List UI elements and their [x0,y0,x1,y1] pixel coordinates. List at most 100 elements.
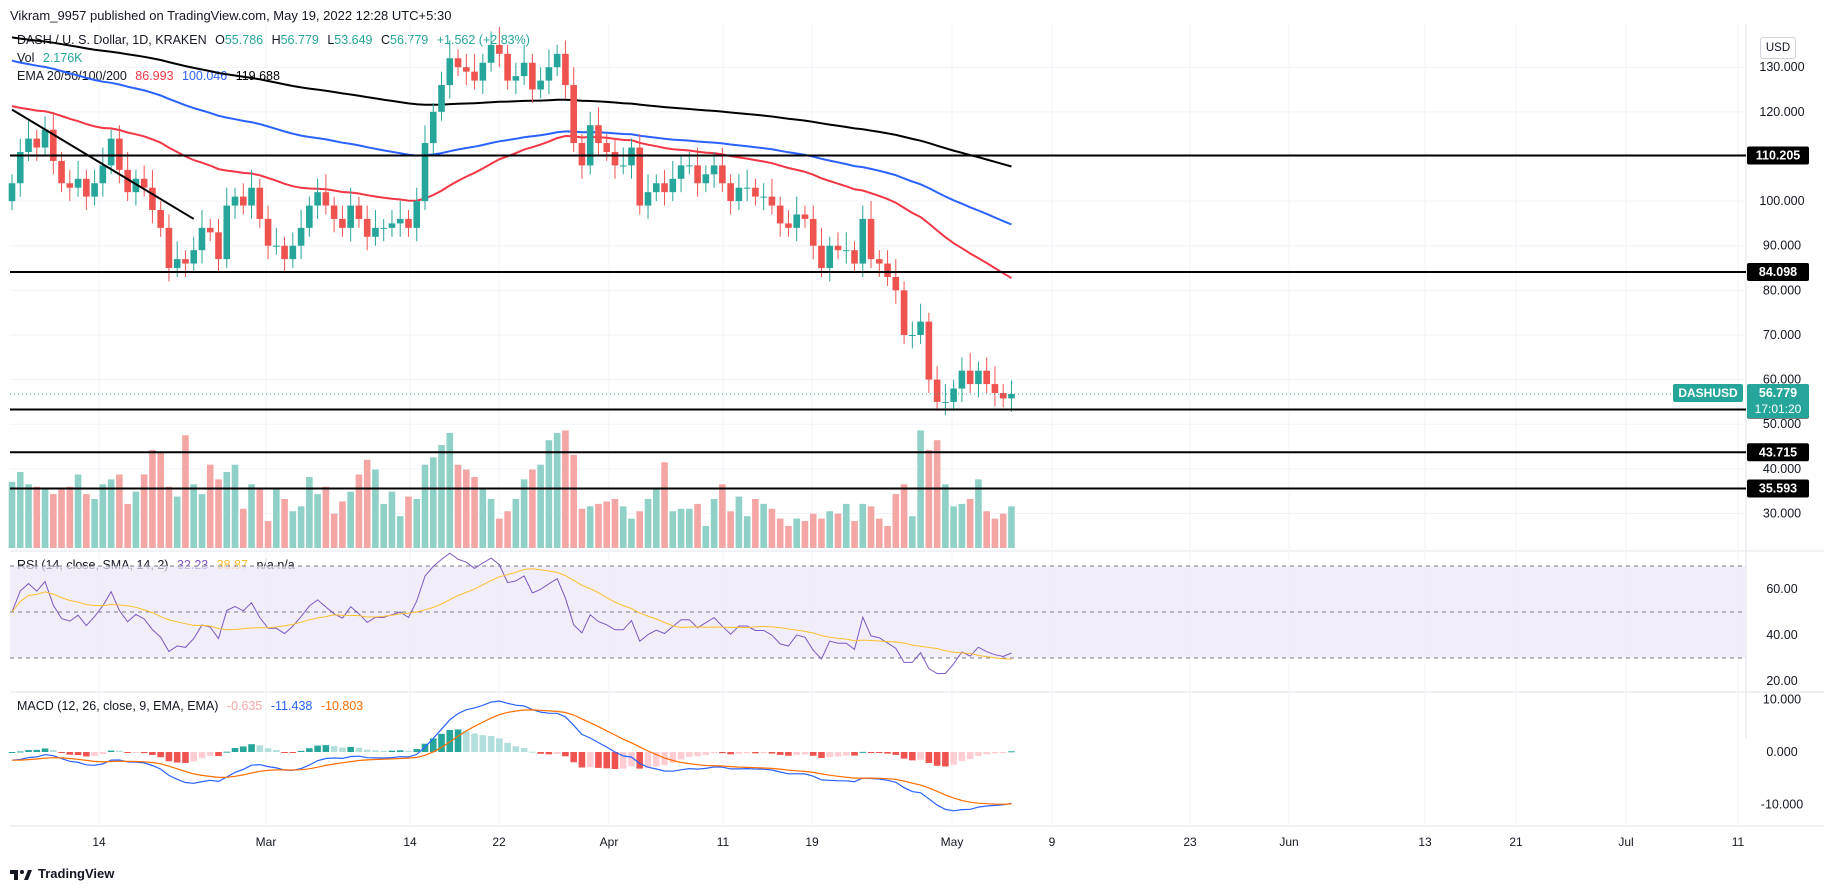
macd-histogram-bar [281,752,288,753]
candle-body [8,183,16,202]
candle-body [562,53,569,86]
ema-label[interactable]: EMA 20/50/100/200 [17,69,127,83]
candle-body [603,143,611,152]
macd-histogram-bar [58,752,65,753]
candle-body [842,250,850,252]
macd-histogram-bar [107,750,115,752]
macd-histogram-bar [421,743,429,752]
candle-body [405,218,412,228]
macd-histogram-bar [892,752,900,755]
macd-histogram-bar [463,730,470,752]
rsi-label[interactable]: RSI (14, close, SMA, 14, 2) [17,558,169,572]
volume-bar [966,499,974,548]
currency-button[interactable]: USD [1760,37,1796,59]
volume-bar [520,479,528,548]
volume-bar [297,506,305,548]
macd-histogram-bar [859,751,867,753]
rsi-tick-label: 60.00 [1766,582,1797,596]
candle-body [975,370,982,385]
macd-histogram-bar [306,748,313,752]
candle-body [273,245,280,247]
volume-label[interactable]: Vol [17,51,35,65]
candle-body [140,178,148,188]
macd-histogram-bar [545,752,553,755]
macd-histogram-bar [289,752,297,753]
macd-hist-value: -0.635 [226,699,263,713]
symbol-title[interactable]: DASH / U. S. Dollar, 1D, KRAKEN [17,33,207,47]
volume-bar [743,516,751,548]
volume-bar [454,464,462,548]
volume-bar [58,489,65,548]
candle-body [454,58,462,68]
volume-bar [735,496,743,548]
candle-body [619,165,627,167]
macd-histogram-bar [239,746,247,752]
volume-bar [182,435,189,548]
candle-body [909,334,916,336]
macd-histogram-bar [851,752,858,756]
volume-bar [363,459,371,548]
volume-bar [479,489,487,548]
macd-tick-label: 10.000 [1763,693,1801,707]
candle-body [900,290,908,335]
volume-bar [165,486,173,548]
macd-label[interactable]: MACD (12, 26, close, 9, EMA, EMA) [17,699,219,713]
macd-histogram-bar [248,744,255,752]
candle-body [107,138,115,166]
volume-value: 2.176K [42,51,83,65]
rsi-band [10,566,1746,658]
volume-bar [132,491,140,548]
macd-histogram-bar [74,752,82,756]
volume-bar [661,462,668,548]
macd-histogram-bar [140,752,148,754]
volume-bar [74,474,82,548]
candle-body [388,223,396,228]
macd-histogram-bar [611,752,619,769]
macd-histogram-bar [562,752,569,757]
ema50-value: 86.993 [135,69,174,83]
price-tick-label: 50.000 [1763,417,1801,431]
candle-body [652,183,660,193]
macd-histogram-bar [339,747,346,752]
volume-bar [578,508,586,548]
macd-histogram-bar [215,752,222,757]
candle-body [322,192,330,206]
horizontal-level-label: 43.715 [1759,445,1797,459]
macd-line [11,700,1012,812]
macd-histogram-bar [396,750,404,752]
time-tick-label: 11 [717,835,730,849]
volume-bar [842,503,850,548]
candle-body [239,196,247,206]
macd-histogram-bar [966,752,974,760]
symbol-tag-label: DASHUSD [1678,386,1738,400]
volume-legend: Vol 2.176K [17,51,88,65]
price-tick-label: 60.000 [1763,373,1801,387]
candle-body [999,392,1007,399]
horizontal-level-tag [1747,400,1809,419]
volume-bar [694,503,701,548]
volume-bar [8,481,16,548]
price-tick-label: 110.000 [1760,149,1804,163]
volume-bar [677,508,685,548]
volume-bar [41,489,49,548]
macd-histogram-bar [438,733,445,752]
horizontal-level-label: 110.205 [1756,149,1801,163]
candle-body [330,205,338,219]
candle-body [231,196,239,206]
macd-histogram-bar [487,736,495,752]
macd-histogram-bar [958,752,966,762]
footer-brand: TradingView [38,866,115,881]
macd-histogram-bar [479,735,487,752]
candle-body [421,143,429,202]
volume-bar [83,494,90,548]
candle-body [25,138,32,152]
volume-bar [776,518,784,548]
volume-bar [273,489,280,548]
open-value: 55.786 [224,33,264,47]
volume-bar [314,494,321,548]
close-label: C [381,33,391,47]
macd-histogram-bar [41,748,49,752]
candle-body [958,370,966,389]
volume-bar [396,516,404,548]
macd-histogram-bar [504,742,511,752]
